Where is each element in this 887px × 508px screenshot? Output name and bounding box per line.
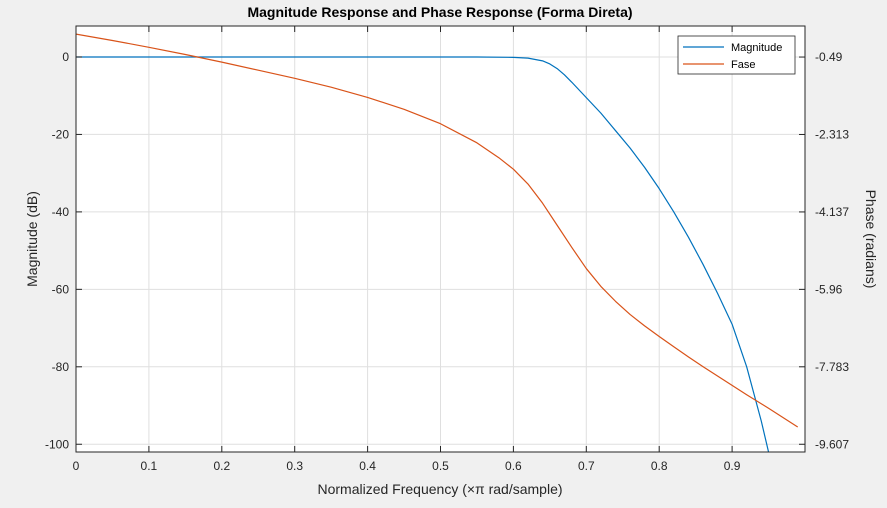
y-left-tick-label: -40 [52, 205, 70, 219]
legend: Magnitude Fase [677, 35, 796, 75]
y-axis-label-right: Phase (radians) [863, 190, 879, 289]
x-tick-label: 0.6 [505, 459, 522, 473]
ticks: 0 0.1 0.2 0.3 0.4 0.5 0.6 0.7 0.8 0.9 0 -20 -40 -60 -8… [45, 26, 849, 473]
series-line-magnitude [76, 56, 770, 452]
y-right-tick-label: -2.313 [815, 127, 849, 141]
chart-title: Magnitude Response and Phase Response (F… [247, 4, 632, 20]
x-axis-label: Normalized Frequency (×π rad/sample) [317, 481, 562, 497]
x-tick-label: 0 [73, 459, 80, 473]
x-tick-label: 0.7 [578, 459, 595, 473]
y-left-tick-label: -20 [52, 127, 70, 141]
y-right-tick-label: -5.96 [815, 282, 843, 296]
x-tick-label: 0.8 [651, 459, 668, 473]
series-layer [76, 33, 799, 452]
y-right-tick-label: -0.49 [815, 50, 843, 64]
series-line-fase [76, 33, 799, 428]
x-tick-label: 0.4 [359, 459, 376, 473]
legend-label-magnitude: Magnitude [731, 42, 782, 54]
y-axis-label-left: Magnitude (dB) [24, 191, 40, 287]
y-right-tick-label: -4.137 [815, 205, 849, 219]
legend-box [677, 35, 796, 75]
y-left-tick-label: -80 [52, 360, 70, 374]
x-tick-label: 0.9 [724, 459, 741, 473]
y-left-tick-label: 0 [62, 50, 69, 64]
legend-label-fase: Fase [731, 59, 755, 71]
x-tick-label: 0.1 [141, 459, 158, 473]
y-right-tick-label: -7.783 [815, 360, 849, 374]
y-left-tick-label: -100 [45, 437, 69, 451]
y-right-tick-label: -9.607 [815, 437, 849, 451]
x-tick-label: 0.5 [432, 459, 449, 473]
x-tick-label: 0.3 [286, 459, 303, 473]
y-left-tick-label: -60 [52, 282, 70, 296]
x-tick-label: 0.2 [213, 459, 230, 473]
